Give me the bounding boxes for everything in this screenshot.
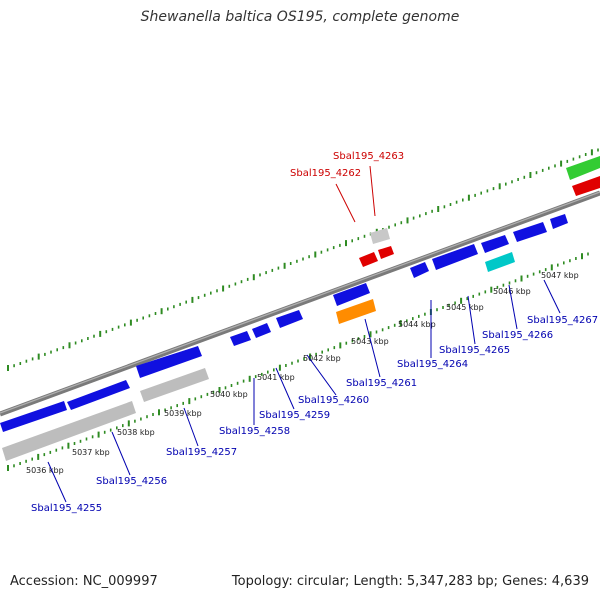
gene-arrow[interactable] [333,283,370,306]
gene-arrow[interactable] [410,262,429,278]
gene-features [0,156,600,461]
gene-label[interactable]: Sbal195_4260 [298,395,369,406]
gene-leader-line [467,295,476,345]
gene-label[interactable]: Sbal195_4267 [527,315,598,326]
gene-leader-line [47,461,67,503]
gene-arrow[interactable] [0,401,67,432]
gene-arrow[interactable] [67,380,130,410]
green-feature[interactable] [566,156,600,180]
gene-arrow[interactable] [550,214,568,229]
gene-label[interactable]: Sbal195_4259 [259,410,330,421]
gene-leader-line [306,354,337,396]
gene-arrow[interactable] [513,222,547,242]
gene-leader-line [335,183,356,223]
gene-leader-line [111,431,131,476]
gene-label[interactable]: Sbal195_4264 [397,359,468,370]
gene-leader-line [369,165,376,217]
gene-label[interactable]: Sbal195_4265 [439,345,510,356]
map-title: Shewanella baltica OS195, complete genom… [140,9,460,25]
cyan-feature[interactable] [485,252,515,272]
gene-arrow[interactable] [136,346,202,378]
gene-label[interactable]: Sbal195_4255 [31,503,102,514]
orange-feature[interactable] [336,299,376,324]
kbp-label: 5038 kbp [117,428,155,437]
kbp-label: 5045 kbp [446,303,484,312]
kbp-label: 5036 kbp [26,466,64,475]
accession-text: Accession: NC_009997 [10,574,158,589]
gene-label[interactable]: Sbal195_4261 [346,378,417,389]
genome-backbone [0,190,600,417]
genome-backbone-highlight [0,191,600,414]
genome-summary: Topology: circular; Length: 5,347,283 bp… [231,574,589,589]
gene-arrow[interactable] [481,235,509,253]
gene-label[interactable]: Sbal195_4258 [219,426,290,437]
outer-tick-row [7,148,599,371]
kbp-label: 5040 kbp [210,390,248,399]
gene-label[interactable]: Sbal195_4263 [333,151,404,162]
kbp-label: 5046 kbp [493,287,531,296]
kbp-label: 5041 kbp [257,373,295,382]
gene-leader-line [508,284,518,330]
kbp-label: 5037 kbp [72,448,110,457]
gene-arrow[interactable] [276,310,303,328]
red-feature[interactable] [572,176,600,196]
pseudo-feature[interactable] [140,368,209,402]
rna-feature[interactable] [359,252,378,267]
gene-labels: Sbal195_4255 Sbal195_4256 Sbal195_4257 Sbal… [31,151,598,514]
pseudo-feature[interactable] [2,401,136,461]
gene-label[interactable]: Sbal195_4256 [96,476,167,487]
rna-feature[interactable] [378,246,394,259]
kbp-label: 5044 kbp [398,320,436,329]
kbp-scale-labels: 5036 kbp 5037 kbp 5038 kbp 5039 kbp 5040 kbp… [26,271,579,475]
inner-tick-row [7,252,589,471]
gene-label[interactable]: Sbal195_4266 [482,330,553,341]
gene-arrow[interactable] [432,244,478,270]
gene-leader-line [364,318,381,378]
kbp-label: 5042 kbp [303,354,341,363]
gene-label[interactable]: Sbal195_4257 [166,447,237,458]
gene-leader-line [275,367,295,410]
gene-leader-line [183,407,199,447]
gene-arrow[interactable] [252,323,271,338]
kbp-label: 5047 kbp [541,271,579,280]
kbp-label: 5043 kbp [351,337,389,346]
gene-label[interactable]: Sbal195_4262 [290,168,361,179]
gene-leader-line [543,279,561,314]
gene-arrow[interactable] [230,331,251,346]
kbp-label: 5039 kbp [164,409,202,418]
pseudo-feature[interactable] [370,228,390,244]
